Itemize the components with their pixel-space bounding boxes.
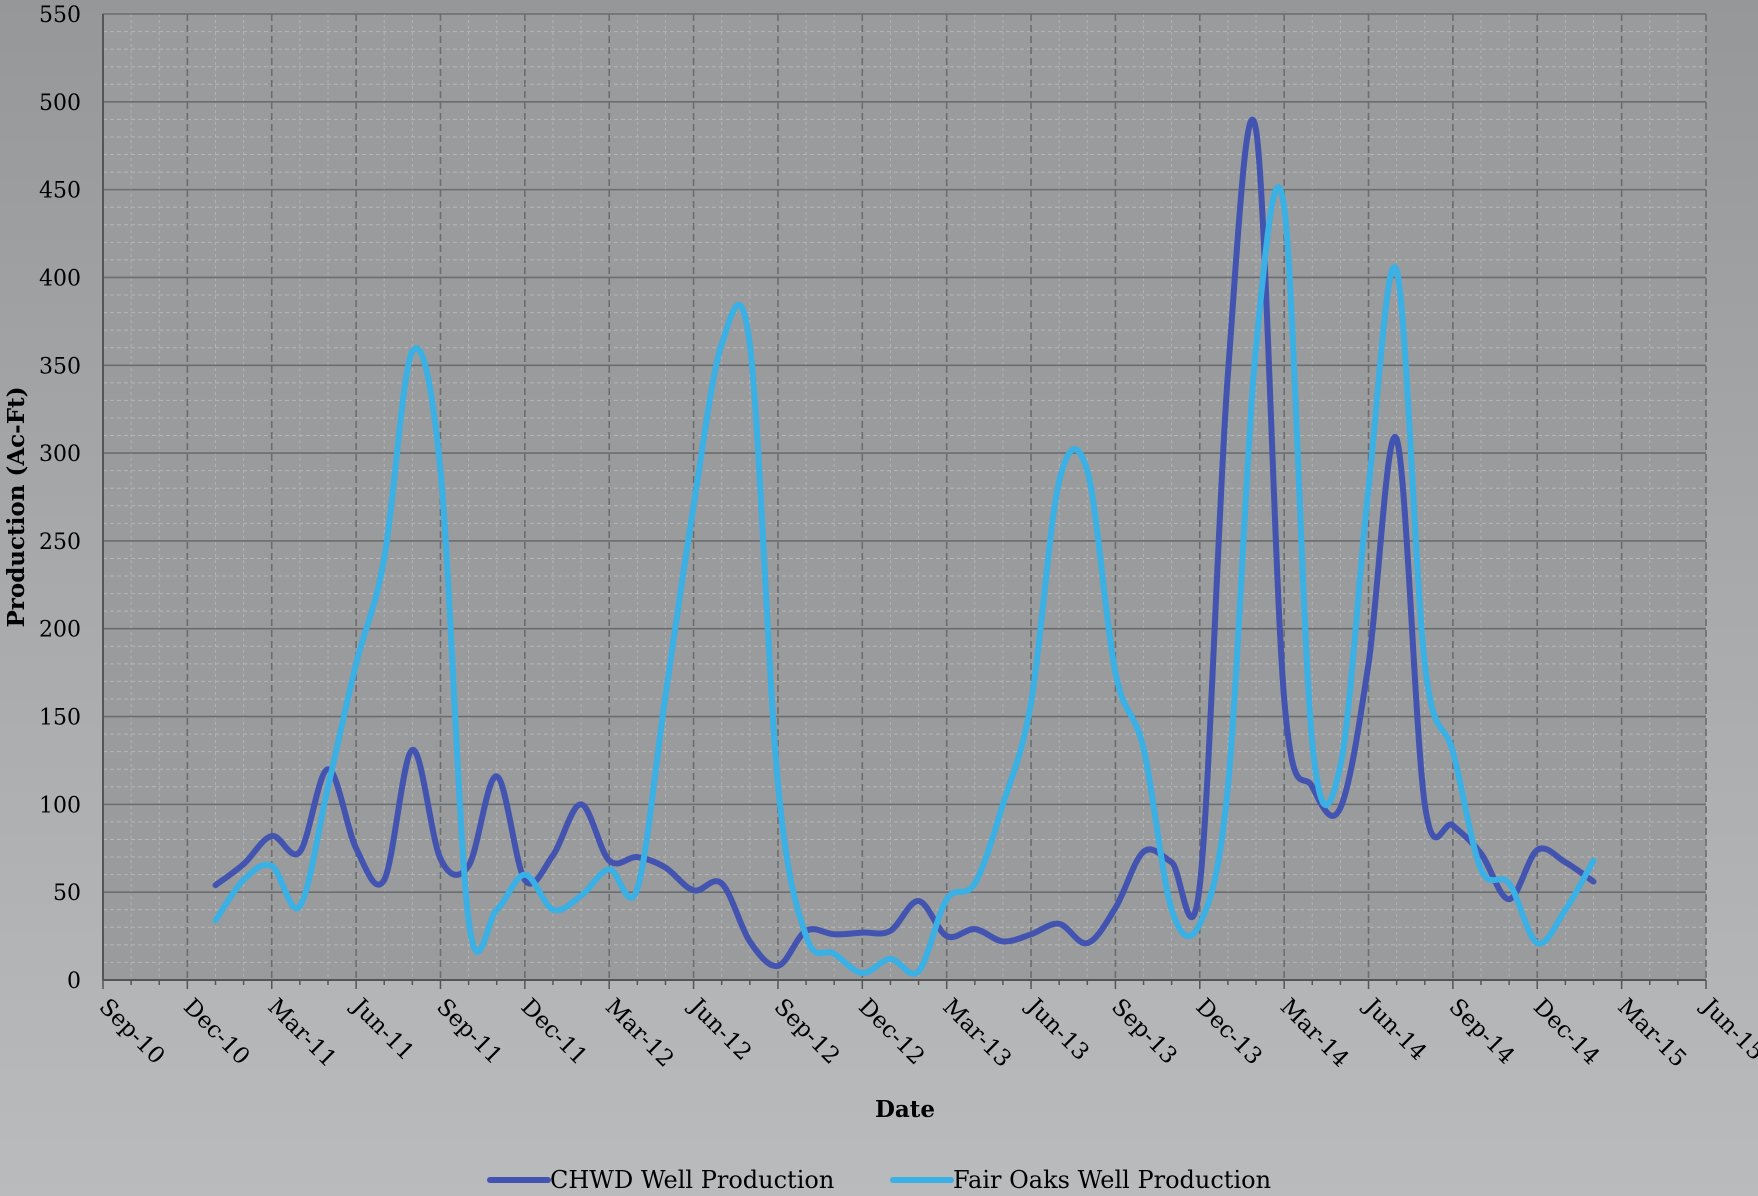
x-tick-label: Dec-10	[178, 994, 254, 1070]
y-tick-label: 500	[39, 91, 81, 116]
y-tick-label: 300	[39, 442, 81, 467]
x-tick-label: Jun-13	[1020, 992, 1093, 1065]
x-tick-label: Jun-11	[345, 992, 418, 1065]
legend-label: Fair Oaks Well Production	[953, 1166, 1271, 1194]
y-tick-label: 150	[39, 706, 81, 731]
y-tick-label: 250	[39, 530, 81, 555]
y-tick-label: 350	[39, 354, 81, 379]
series-layer	[212, 117, 1597, 977]
x-tick-label: Jun-14	[1358, 992, 1431, 1065]
x-tick-label: Sep-14	[1444, 994, 1520, 1070]
legend-label: CHWD Well Production	[550, 1166, 834, 1194]
x-tick-label: Dec-11	[516, 994, 592, 1070]
x-axis-title: Date	[875, 1096, 935, 1123]
x-tick-label: Sep-13	[1106, 994, 1182, 1070]
series-line-fair-oaks	[212, 184, 1597, 977]
y-tick-label: 50	[53, 881, 81, 906]
x-tick-label: Mar-15	[1612, 994, 1691, 1073]
x-tick-label: Dec-13	[1191, 994, 1267, 1070]
y-tick-label: 550	[39, 3, 81, 28]
y-tick-label: 450	[39, 179, 81, 204]
x-tick-label: Sep-10	[94, 994, 170, 1070]
x-tick-label: Jun-15	[1695, 992, 1758, 1065]
axes	[102, 14, 1707, 989]
x-tick-label: Mar-11	[262, 994, 341, 1073]
y-tick-label: 400	[39, 266, 81, 291]
y-tick-label: 0	[67, 969, 81, 994]
x-tick-label: Mar-13	[937, 994, 1016, 1073]
x-tick-labels: Sep-10 Dec-10 Mar-11 Jun-11 Sep-11 Dec-11 Mar-…	[94, 992, 1758, 1072]
y-tick-labels: 0 50 100 150 200 250 300 350 400 450 500 550	[39, 3, 81, 994]
x-tick-label: Dec-14	[1528, 994, 1604, 1070]
plot-area	[103, 14, 1706, 980]
x-tick-label: Sep-12	[769, 994, 845, 1070]
x-tick-label: Sep-11	[431, 994, 507, 1070]
x-tick-label: Dec-12	[853, 994, 929, 1070]
legend: CHWD Well Production Fair Oaks Well Produ…	[487, 1166, 1271, 1194]
y-axis-title: Production (Ac-Ft)	[3, 386, 30, 627]
series-line-chwd	[212, 117, 1597, 969]
y-tick-label: 200	[39, 618, 81, 643]
x-tick-label: Mar-12	[600, 994, 679, 1073]
y-tick-label: 100	[39, 793, 81, 818]
x-tick-label: Jun-12	[683, 992, 756, 1065]
x-tick-label: Mar-14	[1275, 994, 1354, 1073]
